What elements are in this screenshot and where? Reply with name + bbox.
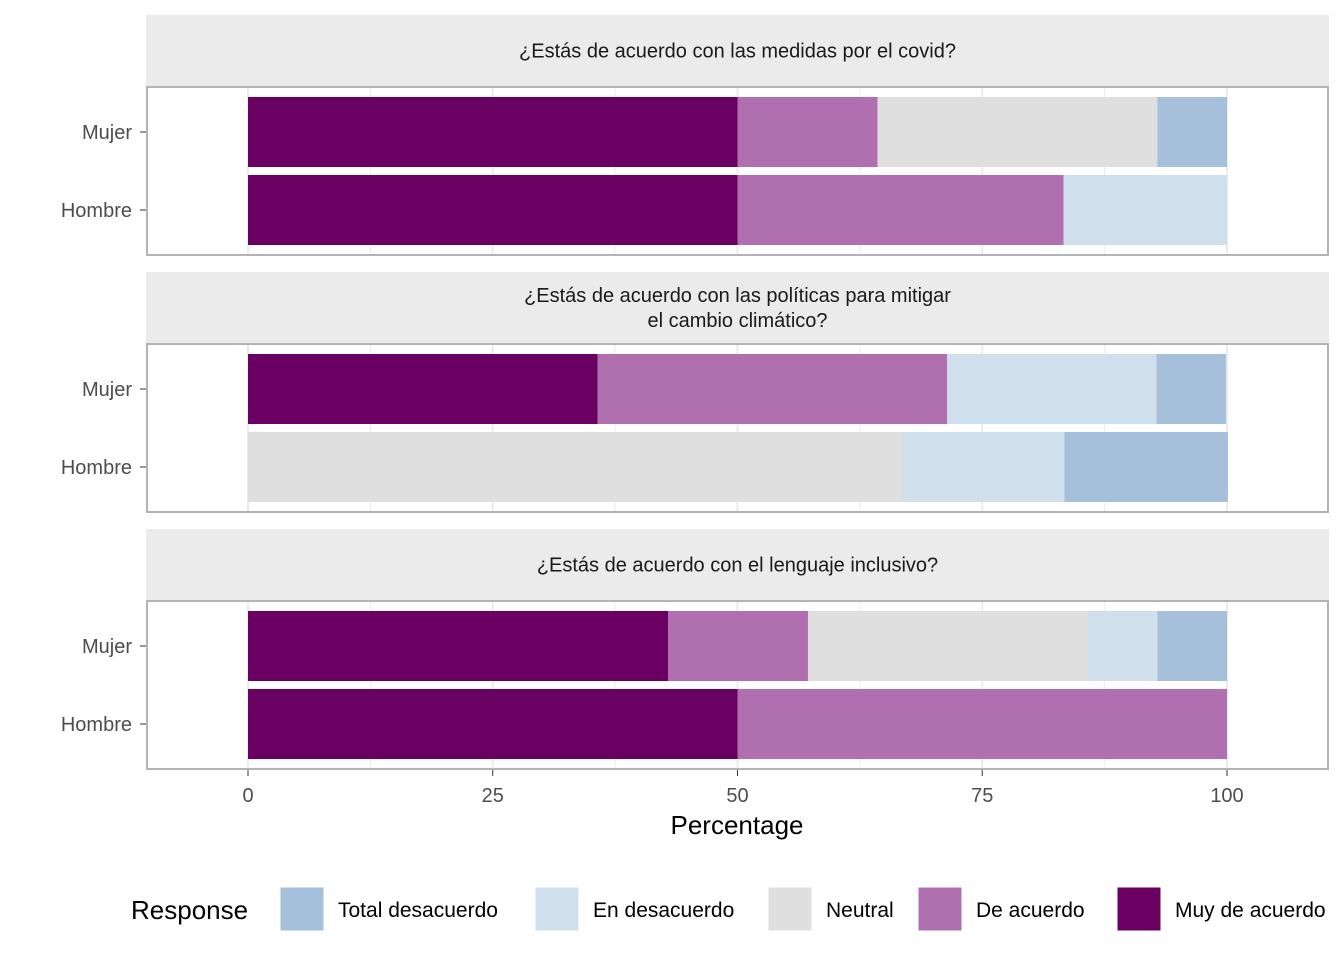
legend-item-total-desacuerdo: Total desacuerdo: [279, 886, 498, 932]
legend-item-en-desacuerdo: En desacuerdo: [534, 886, 734, 932]
facet-title: ¿Estás de acuerdo con el lenguaje inclus…: [537, 555, 938, 577]
bar-segment-neutral: [248, 432, 901, 502]
panel-border: [146, 343, 1329, 513]
legend-swatch: [767, 886, 813, 932]
bar-segment-de-acuerdo: [737, 175, 1064, 245]
bar-segment-en-desacuerdo: [900, 432, 1065, 502]
bar-segment-en-desacuerdo: [947, 354, 1157, 424]
legend-swatch: [534, 886, 580, 932]
bar-segment-de-acuerdo: [597, 354, 948, 424]
legend: Response Total desacuerdo En desacuerdo Ne…: [131, 886, 1326, 932]
legend-item-de-acuerdo: De acuerdo: [917, 886, 1085, 932]
legend-swatch: [279, 886, 325, 932]
bar-segment-de-acuerdo: [667, 611, 808, 681]
legend-item-neutral: Neutral: [767, 886, 894, 932]
bar-segment-neutral: [877, 97, 1158, 167]
bar-row-hombre: [248, 175, 1227, 245]
legend-label: Total desacuerdo: [338, 899, 498, 922]
bar-segment-de-acuerdo: [737, 689, 1227, 759]
x-axis: 0 25 50 75 100: [242, 770, 1244, 807]
facet-panels: ¿Estás de acuerdo con las medidas por el…: [61, 15, 1329, 770]
bar-segment-muy-de-acuerdo: [248, 97, 738, 167]
y-axis-label-mujer: Mujer: [82, 379, 132, 401]
panel-border: [146, 86, 1329, 256]
x-tick-label: 50: [726, 785, 748, 807]
bar-segment-en-desacuerdo: [1087, 611, 1158, 681]
legend-title: Response: [131, 895, 248, 925]
facet-panel-1: ¿Estás de acuerdo con las medidas por el…: [61, 15, 1329, 256]
x-axis-title: Percentage: [671, 810, 804, 840]
bar-row-mujer: [248, 354, 1227, 424]
bar-segment-muy-de-acuerdo: [248, 689, 738, 759]
legend-item-muy-de-acuerdo: Muy de acuerdo: [1116, 886, 1326, 932]
legend-label: Neutral: [826, 899, 894, 922]
legend-label: De acuerdo: [976, 899, 1085, 922]
legend-swatch: [917, 886, 963, 932]
panel-border: [146, 600, 1329, 770]
legend-swatch: [1116, 886, 1162, 932]
bar-segment-total-desacuerdo: [1157, 611, 1227, 681]
y-axis-label-hombre: Hombre: [61, 457, 132, 479]
facet-panel-3: ¿Estás de acuerdo con el lenguaje inclus…: [61, 529, 1329, 770]
x-tick-label: 75: [971, 785, 993, 807]
facet-title: ¿Estás de acuerdo con las medidas por el…: [519, 41, 956, 63]
bar-row-hombre: [248, 689, 1227, 759]
bar-segment-total-desacuerdo: [1157, 97, 1227, 167]
y-axis-label-mujer: Mujer: [82, 636, 132, 658]
facet-title: ¿Estás de acuerdo con las políticas para…: [524, 285, 951, 332]
bar-segment-muy-de-acuerdo: [248, 611, 668, 681]
bar-row-hombre: [248, 432, 1228, 502]
x-tick-label: 25: [482, 785, 504, 807]
bar-segment-total-desacuerdo: [1064, 432, 1228, 502]
legend-label: En desacuerdo: [593, 899, 734, 922]
facet-panel-2: ¿Estás de acuerdo con las políticas para…: [61, 272, 1329, 513]
facet-strip-background: [146, 529, 1329, 600]
bar-row-mujer: [248, 97, 1227, 167]
bar-segment-de-acuerdo: [737, 97, 878, 167]
bar-segment-total-desacuerdo: [1156, 354, 1227, 424]
bar-segment-neutral: [807, 611, 1088, 681]
y-axis-label-hombre: Hombre: [61, 200, 132, 222]
bar-segment-en-desacuerdo: [1063, 175, 1227, 245]
y-axis-label-mujer: Mujer: [82, 122, 132, 144]
y-axis-label-hombre: Hombre: [61, 714, 132, 736]
x-tick-label: 100: [1210, 785, 1243, 807]
facet-strip-background: [146, 272, 1329, 343]
bar-row-mujer: [248, 611, 1227, 681]
bar-segment-muy-de-acuerdo: [248, 354, 598, 424]
legend-label: Muy de acuerdo: [1175, 899, 1326, 922]
bar-segment-muy-de-acuerdo: [248, 175, 738, 245]
facet-strip-background: [146, 15, 1329, 86]
x-tick-label: 0: [242, 785, 253, 807]
